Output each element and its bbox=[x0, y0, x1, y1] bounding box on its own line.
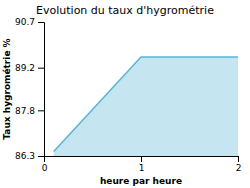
tick: 87.8 bbox=[15, 106, 44, 116]
tick-label: 87.8 bbox=[15, 106, 35, 116]
tick: 90.7 bbox=[15, 17, 44, 27]
tick: 2 bbox=[236, 156, 242, 173]
area bbox=[54, 57, 238, 156]
y-axis-title: Taux hygrométrie % bbox=[2, 38, 12, 139]
chart: 0 1 2 86.3 87.8 89.2 90.7Evolution du taux d'h… bbox=[0, 0, 250, 188]
line bbox=[54, 57, 238, 151]
tick: 89.2 bbox=[15, 63, 44, 73]
tick-mark bbox=[141, 156, 142, 162]
tick-mark bbox=[238, 156, 239, 162]
tick-label: 0 bbox=[42, 163, 48, 173]
axis-line bbox=[45, 157, 239, 163]
tick-mark bbox=[38, 110, 44, 111]
tick-label: 86.3 bbox=[15, 151, 35, 161]
tick-label: 1 bbox=[139, 163, 145, 173]
y-axis: 86.3 87.8 89.2 90.7 bbox=[15, 17, 45, 161]
tick-mark bbox=[38, 68, 44, 69]
x-axis: 0 1 2 bbox=[42, 156, 242, 173]
tick-label: 90.7 bbox=[15, 17, 35, 27]
chart-container: 0 1 2 86.3 87.8 89.2 90.7Evolution du taux d'h… bbox=[0, 0, 250, 188]
tick: 1 bbox=[139, 156, 145, 173]
title: Evolution du taux d'hygrométrie bbox=[36, 4, 214, 17]
tick: 0 bbox=[42, 156, 48, 173]
axis-line bbox=[38, 23, 45, 157]
tick-mark bbox=[38, 22, 44, 23]
tick-label: 2 bbox=[236, 163, 242, 173]
x-axis-title: heure par heure bbox=[100, 176, 182, 186]
tick: 86.3 bbox=[15, 151, 44, 161]
tick-label: 89.2 bbox=[15, 63, 35, 73]
marks bbox=[54, 57, 238, 156]
plot: 0 1 2 86.3 87.8 89.2 90.7 bbox=[15, 17, 241, 173]
tick-mark bbox=[38, 156, 44, 157]
